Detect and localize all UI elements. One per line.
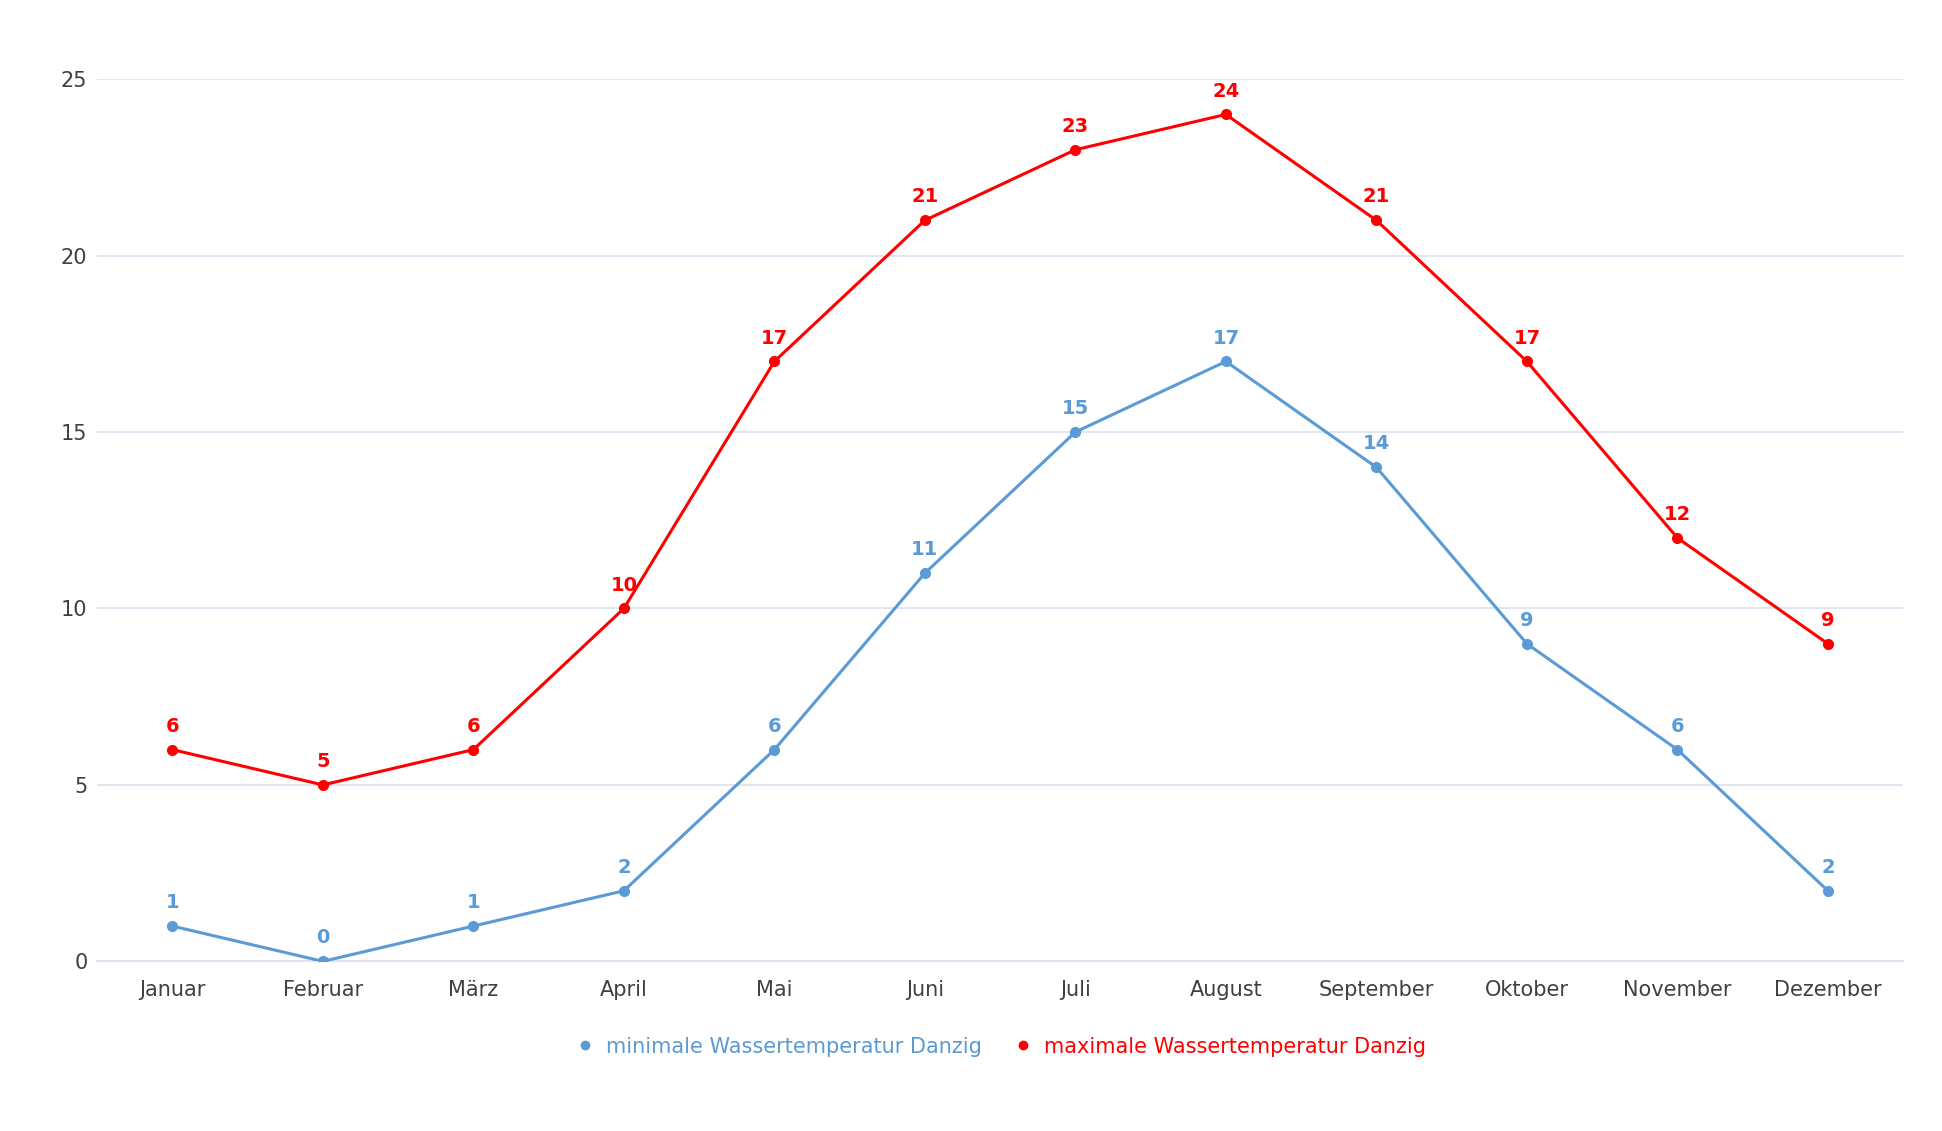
Line: minimale Wassertemperatur Danzig: minimale Wassertemperatur Danzig (167, 356, 1833, 966)
Text: 6: 6 (1670, 717, 1684, 736)
Text: 2: 2 (1822, 858, 1835, 877)
maximale Wassertemperatur Danzig (462, 743, 486, 757)
minimale Wassertemperatur Danzig (1666, 743, 1690, 757)
minimale Wassertemperatur Danzig (462, 920, 486, 933)
minimale Wassertemperatur Danzig (913, 567, 936, 580)
minimale Wassertemperatur Danzig (1515, 637, 1538, 650)
maximale Wassertemperatur Danzig (1064, 143, 1088, 156)
Text: 9: 9 (1822, 611, 1835, 630)
minimale Wassertemperatur Danzig (161, 920, 184, 933)
Text: 14: 14 (1363, 434, 1390, 454)
Text: 10: 10 (610, 576, 637, 595)
maximale Wassertemperatur Danzig (1816, 637, 1839, 650)
maximale Wassertemperatur Danzig (1515, 355, 1538, 369)
Text: 6: 6 (767, 717, 781, 736)
Text: 17: 17 (1513, 329, 1540, 347)
Text: 5: 5 (317, 752, 330, 771)
Line: maximale Wassertemperatur Danzig: maximale Wassertemperatur Danzig (167, 110, 1833, 789)
Text: 11: 11 (911, 541, 938, 560)
minimale Wassertemperatur Danzig (1064, 425, 1088, 439)
minimale Wassertemperatur Danzig (1365, 460, 1389, 474)
maximale Wassertemperatur Danzig (1666, 532, 1690, 545)
minimale Wassertemperatur Danzig (1816, 884, 1839, 898)
Text: 12: 12 (1664, 506, 1691, 524)
Text: 2: 2 (618, 858, 631, 877)
Text: 6: 6 (466, 717, 480, 736)
Text: 1: 1 (466, 893, 480, 913)
minimale Wassertemperatur Danzig (1214, 355, 1237, 369)
maximale Wassertemperatur Danzig (913, 214, 936, 227)
maximale Wassertemperatur Danzig (763, 355, 787, 369)
minimale Wassertemperatur Danzig (311, 955, 334, 968)
Text: 23: 23 (1062, 116, 1089, 136)
minimale Wassertemperatur Danzig (763, 743, 787, 757)
maximale Wassertemperatur Danzig (311, 778, 334, 792)
maximale Wassertemperatur Danzig (1214, 107, 1237, 121)
Text: 1: 1 (165, 893, 179, 913)
Text: 15: 15 (1062, 399, 1089, 418)
Text: 6: 6 (165, 717, 179, 736)
maximale Wassertemperatur Danzig (612, 602, 635, 615)
Text: 21: 21 (1363, 188, 1390, 207)
Text: 17: 17 (1212, 329, 1239, 347)
minimale Wassertemperatur Danzig (612, 884, 635, 898)
Text: 17: 17 (761, 329, 788, 347)
maximale Wassertemperatur Danzig (1365, 214, 1389, 227)
Legend: minimale Wassertemperatur Danzig, maximale Wassertemperatur Danzig: minimale Wassertemperatur Danzig, maxima… (565, 1028, 1435, 1065)
Text: 0: 0 (317, 929, 330, 948)
Text: 24: 24 (1212, 81, 1239, 101)
maximale Wassertemperatur Danzig (161, 743, 184, 757)
Text: 21: 21 (911, 188, 938, 207)
Text: 9: 9 (1521, 611, 1534, 630)
